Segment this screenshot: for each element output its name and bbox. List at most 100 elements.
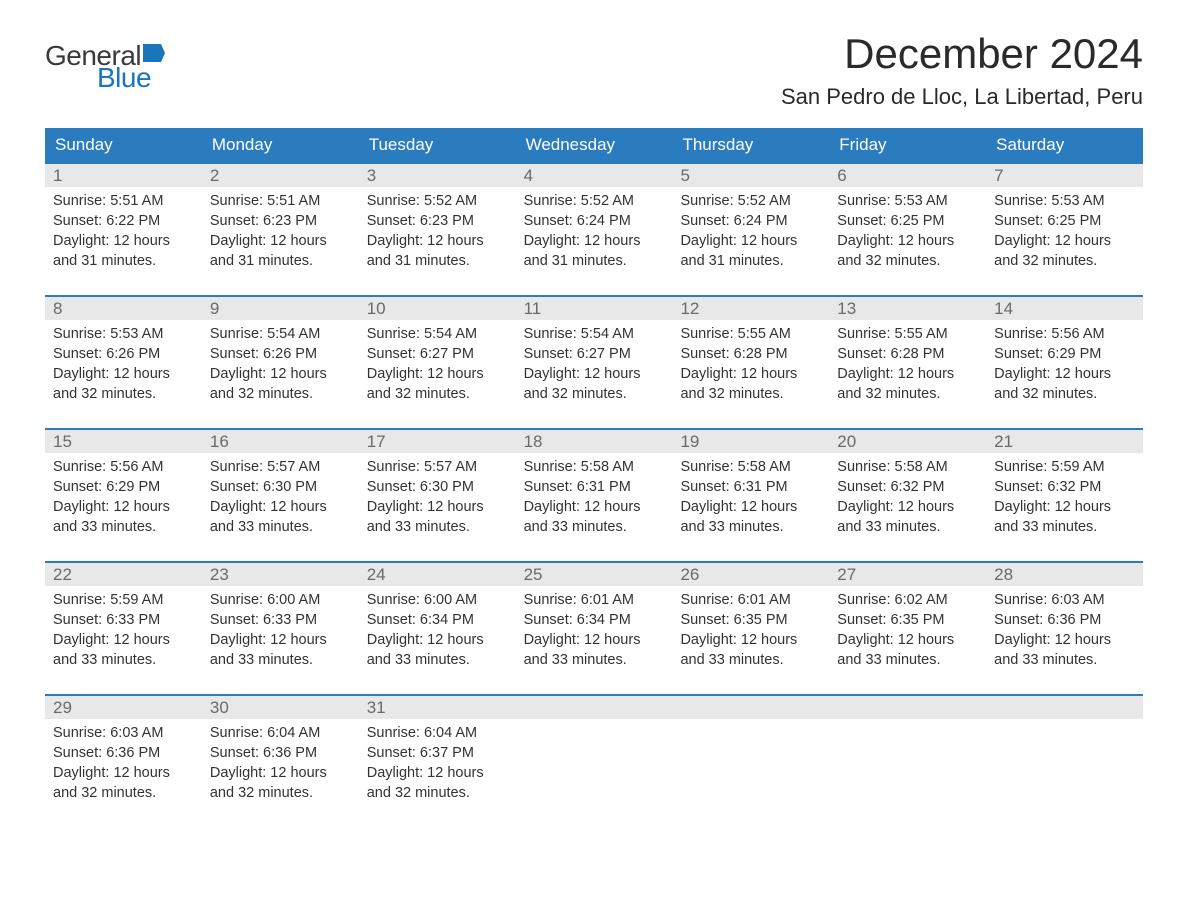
daylight-text: Daylight: 12 hours: [837, 364, 978, 384]
day-cell: 24Sunrise: 6:00 AMSunset: 6:34 PMDayligh…: [359, 563, 516, 676]
daylight-text: Daylight: 12 hours: [680, 497, 821, 517]
sunrise-text: Sunrise: 5:54 AM: [367, 324, 508, 344]
day-content: Sunrise: 5:59 AMSunset: 6:33 PMDaylight:…: [45, 586, 202, 676]
sunrise-text: Sunrise: 5:58 AM: [837, 457, 978, 477]
sunrise-text: Sunrise: 5:52 AM: [524, 191, 665, 211]
sunrise-text: Sunrise: 5:56 AM: [994, 324, 1135, 344]
sunrise-text: Sunrise: 5:55 AM: [837, 324, 978, 344]
sunset-text: Sunset: 6:28 PM: [680, 344, 821, 364]
sunrise-text: Sunrise: 6:01 AM: [524, 590, 665, 610]
daylight-text: and 31 minutes.: [210, 251, 351, 271]
sunrise-text: Sunrise: 6:04 AM: [210, 723, 351, 743]
day-content: Sunrise: 5:53 AMSunset: 6:25 PMDaylight:…: [829, 187, 986, 277]
day-content: Sunrise: 5:51 AMSunset: 6:22 PMDaylight:…: [45, 187, 202, 277]
daylight-text: Daylight: 12 hours: [210, 630, 351, 650]
daylight-text: Daylight: 12 hours: [53, 231, 194, 251]
daylight-text: and 32 minutes.: [837, 251, 978, 271]
daylight-text: Daylight: 12 hours: [367, 497, 508, 517]
sunrise-text: Sunrise: 5:53 AM: [994, 191, 1135, 211]
day-cell: 28Sunrise: 6:03 AMSunset: 6:36 PMDayligh…: [986, 563, 1143, 676]
sunrise-text: Sunrise: 5:57 AM: [367, 457, 508, 477]
day-number-bar: 3: [359, 164, 516, 187]
sunset-text: Sunset: 6:33 PM: [53, 610, 194, 630]
sunrise-text: Sunrise: 5:52 AM: [680, 191, 821, 211]
sunset-text: Sunset: 6:25 PM: [994, 211, 1135, 231]
sunrise-text: Sunrise: 5:58 AM: [524, 457, 665, 477]
day-number-bar: 1: [45, 164, 202, 187]
day-cell: [829, 696, 986, 809]
day-cell: 22 Sunrise: 5:59 AMSunset: 6:33 PMDayligh…: [45, 563, 202, 676]
day-content: Sunrise: 5:52 AMSunset: 6:24 PMDaylight:…: [672, 187, 829, 277]
day-content: Sunrise: 6:01 AMSunset: 6:34 PMDaylight:…: [516, 586, 673, 676]
day-cell: [672, 696, 829, 809]
day-content: Sunrise: 5:51 AMSunset: 6:23 PMDaylight:…: [202, 187, 359, 277]
day-content: Sunrise: 6:03 AMSunset: 6:36 PMDaylight:…: [986, 586, 1143, 676]
daylight-text: Daylight: 12 hours: [367, 231, 508, 251]
daylight-text: and 32 minutes.: [994, 251, 1135, 271]
daylight-text: Daylight: 12 hours: [680, 231, 821, 251]
daylight-text: Daylight: 12 hours: [994, 630, 1135, 650]
daylight-text: and 33 minutes.: [367, 650, 508, 670]
sunrise-text: Sunrise: 5:52 AM: [367, 191, 508, 211]
daylight-text: and 33 minutes.: [837, 517, 978, 537]
day-cell: 15Sunrise: 5:56 AMSunset: 6:29 PMDayligh…: [45, 430, 202, 543]
day-content: Sunrise: 5:58 AMSunset: 6:31 PMDaylight:…: [516, 453, 673, 543]
day-content: Sunrise: 5:58 AMSunset: 6:32 PMDaylight:…: [829, 453, 986, 543]
day-content: Sunrise: 5:58 AMSunset: 6:31 PMDaylight:…: [672, 453, 829, 543]
day-cell: 2 Sunrise: 5:51 AMSunset: 6:23 PMDaylight…: [202, 164, 359, 277]
day-number: 8: [53, 299, 62, 318]
sunset-text: Sunset: 6:28 PM: [837, 344, 978, 364]
day-number-bar: 14: [986, 297, 1143, 320]
title-block: December 2024 San Pedro de Lloc, La Libe…: [781, 30, 1143, 110]
sunrise-text: Sunrise: 5:56 AM: [53, 457, 194, 477]
day-number: 6: [837, 166, 846, 185]
day-number: 20: [837, 432, 856, 451]
sunrise-text: Sunrise: 5:58 AM: [680, 457, 821, 477]
day-number-bar: 22: [45, 563, 202, 586]
calendar: Sunday Monday Tuesday Wednesday Thursday…: [45, 128, 1143, 809]
sunset-text: Sunset: 6:36 PM: [994, 610, 1135, 630]
weekday-tuesday: Tuesday: [359, 128, 516, 162]
daylight-text: and 33 minutes.: [367, 517, 508, 537]
day-cell: 14 Sunrise: 5:56 AMSunset: 6:29 PMDayligh…: [986, 297, 1143, 410]
sunrise-text: Sunrise: 6:03 AM: [53, 723, 194, 743]
daylight-text: Daylight: 12 hours: [53, 763, 194, 783]
day-content: Sunrise: 5:56 AMSunset: 6:29 PMDaylight:…: [986, 320, 1143, 410]
day-number: 19: [680, 432, 699, 451]
day-number-bar: 31: [359, 696, 516, 719]
daylight-text: Daylight: 12 hours: [524, 231, 665, 251]
month-title: December 2024: [781, 30, 1143, 78]
day-content: Sunrise: 5:59 AMSunset: 6:32 PMDaylight:…: [986, 453, 1143, 543]
daylight-text: Daylight: 12 hours: [837, 497, 978, 517]
day-cell: 26Sunrise: 6:01 AMSunset: 6:35 PMDayligh…: [672, 563, 829, 676]
daylight-text: Daylight: 12 hours: [524, 364, 665, 384]
daylight-text: Daylight: 12 hours: [994, 231, 1135, 251]
week-row: 8 Sunrise: 5:53 AMSunset: 6:26 PMDaylight…: [45, 295, 1143, 410]
day-number: 14: [994, 299, 1013, 318]
day-number: 4: [524, 166, 533, 185]
sunrise-text: Sunrise: 5:59 AM: [53, 590, 194, 610]
sunrise-text: Sunrise: 6:02 AM: [837, 590, 978, 610]
day-number: 2: [210, 166, 219, 185]
day-cell: 21Sunrise: 5:59 AMSunset: 6:32 PMDayligh…: [986, 430, 1143, 543]
day-number: 9: [210, 299, 219, 318]
sunset-text: Sunset: 6:27 PM: [367, 344, 508, 364]
sunset-text: Sunset: 6:29 PM: [53, 477, 194, 497]
day-number-bar: [672, 696, 829, 719]
day-number-bar: 2: [202, 164, 359, 187]
sunset-text: Sunset: 6:30 PM: [367, 477, 508, 497]
day-cell: 16Sunrise: 5:57 AMSunset: 6:30 PMDayligh…: [202, 430, 359, 543]
daylight-text: Daylight: 12 hours: [837, 630, 978, 650]
daylight-text: Daylight: 12 hours: [367, 630, 508, 650]
daylight-text: Daylight: 12 hours: [210, 364, 351, 384]
day-number: 22: [53, 565, 72, 584]
day-number-bar: 13: [829, 297, 986, 320]
day-content: Sunrise: 6:02 AMSunset: 6:35 PMDaylight:…: [829, 586, 986, 676]
day-number: 27: [837, 565, 856, 584]
sunset-text: Sunset: 6:33 PM: [210, 610, 351, 630]
day-number-bar: 4: [516, 164, 673, 187]
day-number: 1: [53, 166, 62, 185]
day-cell: 3Sunrise: 5:52 AMSunset: 6:23 PMDaylight…: [359, 164, 516, 277]
day-number-bar: 15: [45, 430, 202, 453]
day-content: Sunrise: 5:53 AMSunset: 6:26 PMDaylight:…: [45, 320, 202, 410]
